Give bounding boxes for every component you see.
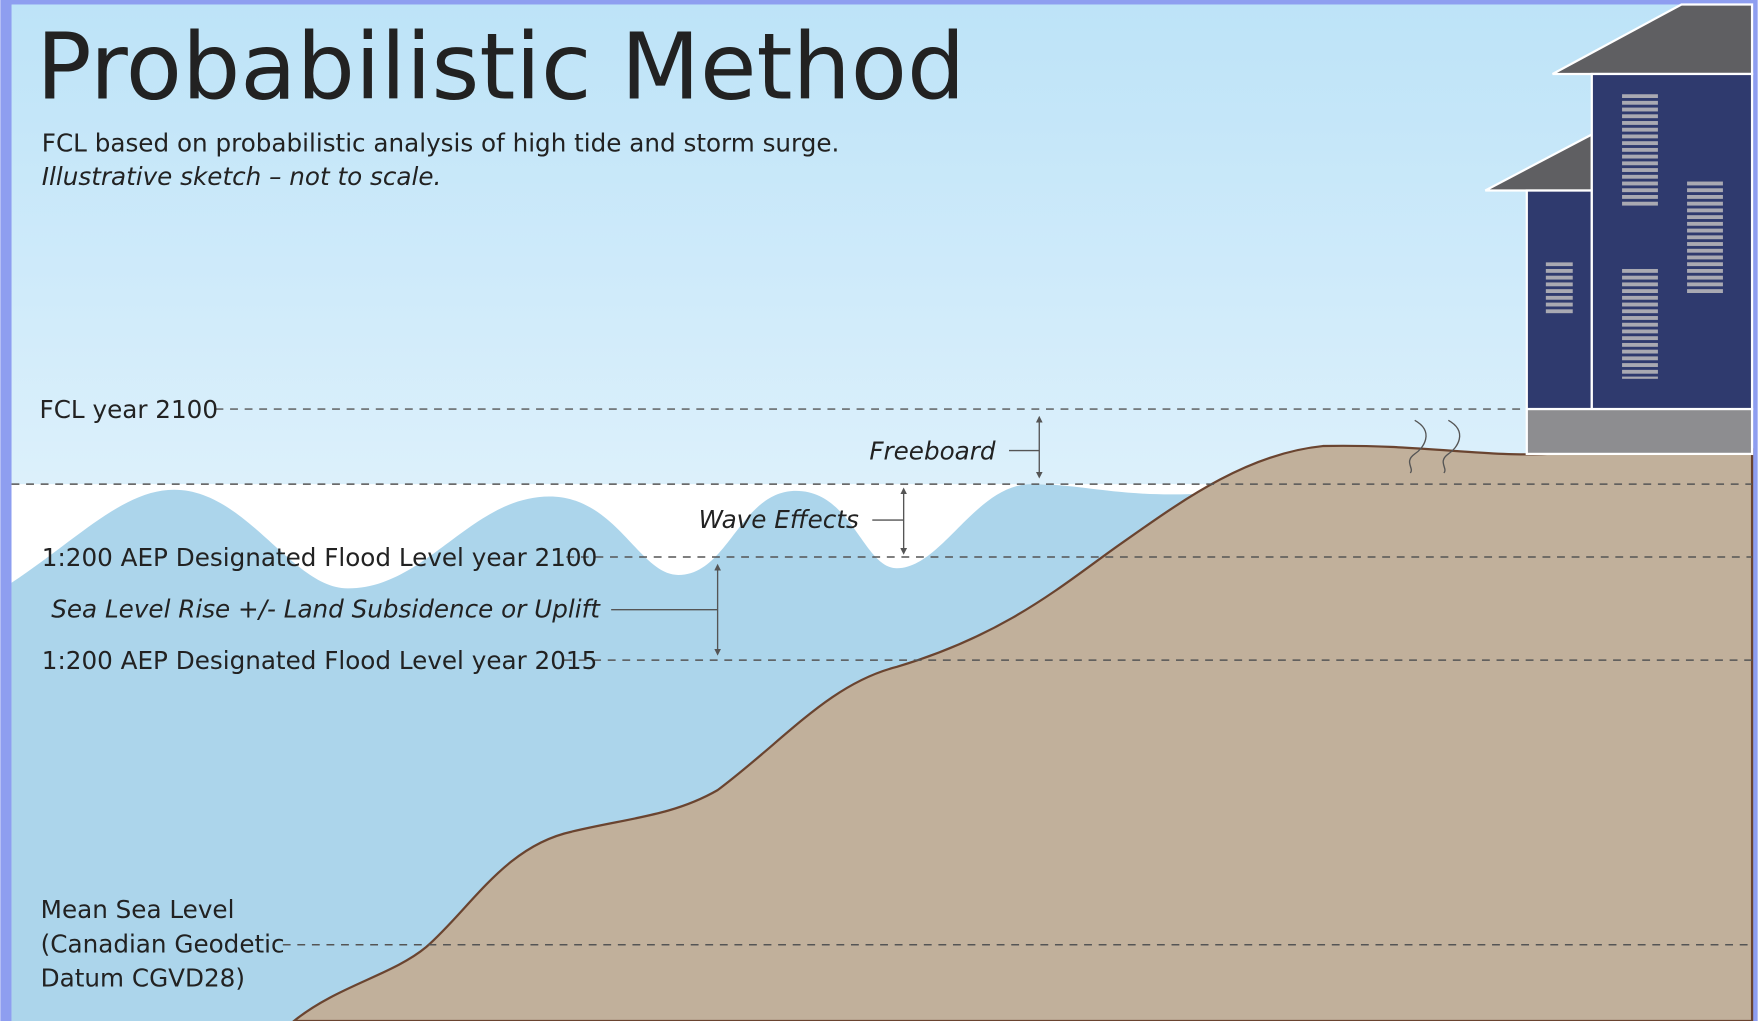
house	[1484, 3, 1754, 456]
break-mark	[1442, 419, 1461, 474]
annotation: Sea Level Rise +/- Land Subsidence or Up…	[51, 595, 601, 624]
level-label: 1:200 AEP Designated Flood Level year 21…	[42, 543, 597, 572]
title: Probabilistic Method	[36, 14, 965, 121]
annotation: Freeboard	[869, 437, 996, 466]
annotation: Wave Effects	[699, 505, 859, 534]
level-label: (Canadian Geodetic	[41, 930, 285, 959]
note: Illustrative sketch – not to scale.	[42, 162, 442, 191]
ground	[292, 444, 1754, 1021]
subtitle: FCL based on probabilistic analysis of h…	[42, 128, 840, 157]
level-label: 1:200 AEP Designated Flood Level year 20…	[42, 646, 597, 675]
level-label: Mean Sea Level	[41, 895, 235, 924]
break-mark	[1408, 419, 1427, 474]
level-label: Datum CGVD28)	[41, 963, 245, 992]
level-label: FCL year 2100	[40, 395, 218, 424]
